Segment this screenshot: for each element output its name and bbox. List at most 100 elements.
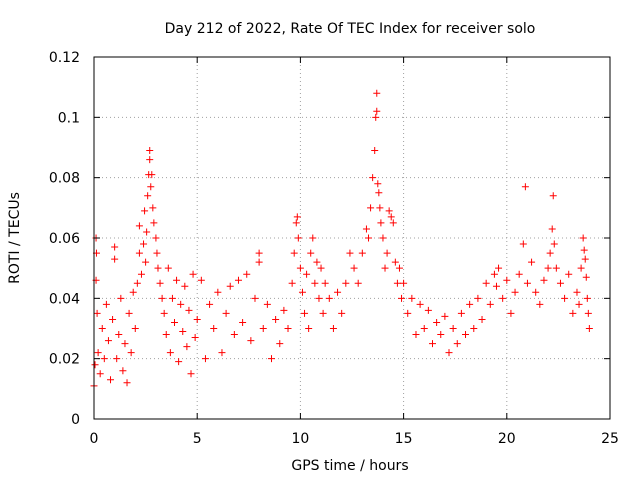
chart-title: Day 212 of 2022, Rate Of TEC Index for r… <box>165 21 536 37</box>
data-point <box>354 279 362 287</box>
data-point <box>561 294 569 302</box>
data-point <box>404 309 412 317</box>
data-point <box>321 279 329 287</box>
data-point <box>374 180 382 188</box>
data-point <box>470 325 478 332</box>
data-point <box>338 309 346 317</box>
data-point <box>93 309 101 317</box>
data-point <box>268 355 276 363</box>
data-point <box>153 249 161 257</box>
data-point <box>146 147 154 155</box>
data-point <box>552 264 560 272</box>
data-point <box>187 370 195 378</box>
data-point <box>179 328 187 336</box>
data-point <box>466 300 474 308</box>
data-point <box>131 325 139 332</box>
data-point <box>532 288 540 296</box>
data-point <box>313 258 321 266</box>
data-point <box>107 376 115 384</box>
data-point <box>94 349 102 357</box>
data-point <box>457 309 465 317</box>
data-point <box>389 219 397 227</box>
data-point <box>234 276 242 284</box>
data-point <box>309 234 317 242</box>
data-point <box>385 207 393 215</box>
data-point <box>135 222 143 230</box>
data-point <box>437 331 445 339</box>
data-point <box>486 300 494 308</box>
data-point <box>549 192 557 200</box>
data-point <box>259 325 267 332</box>
data-point <box>272 315 280 323</box>
data-point <box>521 183 529 191</box>
data-point <box>315 294 323 302</box>
data-point <box>239 318 247 326</box>
data-point <box>255 258 263 266</box>
y-tick-label: 0.1 <box>58 110 80 126</box>
data-point <box>523 279 531 287</box>
data-point <box>117 294 125 302</box>
data-point <box>294 234 302 242</box>
data-point <box>148 171 156 179</box>
data-point <box>247 337 255 345</box>
data-point <box>373 107 381 115</box>
plot-frame <box>93 56 611 420</box>
data-point <box>133 279 141 287</box>
data-point <box>185 306 193 314</box>
data-point <box>293 213 301 221</box>
data-point <box>540 276 548 284</box>
data-point <box>210 325 218 332</box>
data-point <box>301 309 309 317</box>
data-point <box>577 264 585 272</box>
data-point <box>379 234 387 242</box>
x-tick-label: 5 <box>193 431 202 447</box>
data-point <box>173 276 181 284</box>
data-point <box>146 156 154 164</box>
data-point <box>548 225 556 233</box>
data-point <box>113 355 121 363</box>
data-point <box>127 349 135 357</box>
data-point <box>346 249 354 257</box>
data-point <box>503 276 511 284</box>
data-point <box>511 288 519 296</box>
tick-marks <box>93 56 611 420</box>
data-point <box>441 312 449 320</box>
data-point <box>362 225 370 233</box>
data-point <box>482 279 490 287</box>
data-point <box>393 279 401 287</box>
data-point <box>96 370 104 378</box>
data-point <box>584 309 592 317</box>
data-point <box>144 192 152 200</box>
y-tick-label: 0.04 <box>49 291 80 307</box>
data-point <box>284 325 292 332</box>
data-point <box>398 294 406 302</box>
data-point <box>536 300 544 308</box>
data-point <box>206 300 214 308</box>
data-point <box>280 306 288 314</box>
data-point <box>214 288 222 296</box>
data-point <box>147 183 155 191</box>
data-point <box>492 282 500 290</box>
data-point <box>288 279 296 287</box>
data-point <box>573 288 581 296</box>
data-point <box>395 264 403 272</box>
data-point <box>358 249 366 257</box>
data-point <box>140 240 148 248</box>
data-point <box>104 337 112 345</box>
data-point <box>142 258 150 266</box>
data-point <box>135 249 143 257</box>
data-point <box>490 270 498 278</box>
data-point <box>298 288 306 296</box>
data-point <box>102 300 110 308</box>
data-point <box>100 355 108 363</box>
data-point <box>575 300 583 308</box>
data-point <box>581 255 589 263</box>
data-point <box>365 234 373 242</box>
data-point <box>226 282 234 290</box>
data-point <box>129 288 137 296</box>
data-point <box>183 343 191 351</box>
data-point <box>311 279 319 287</box>
data-points <box>90 89 593 390</box>
data-point <box>583 294 591 302</box>
